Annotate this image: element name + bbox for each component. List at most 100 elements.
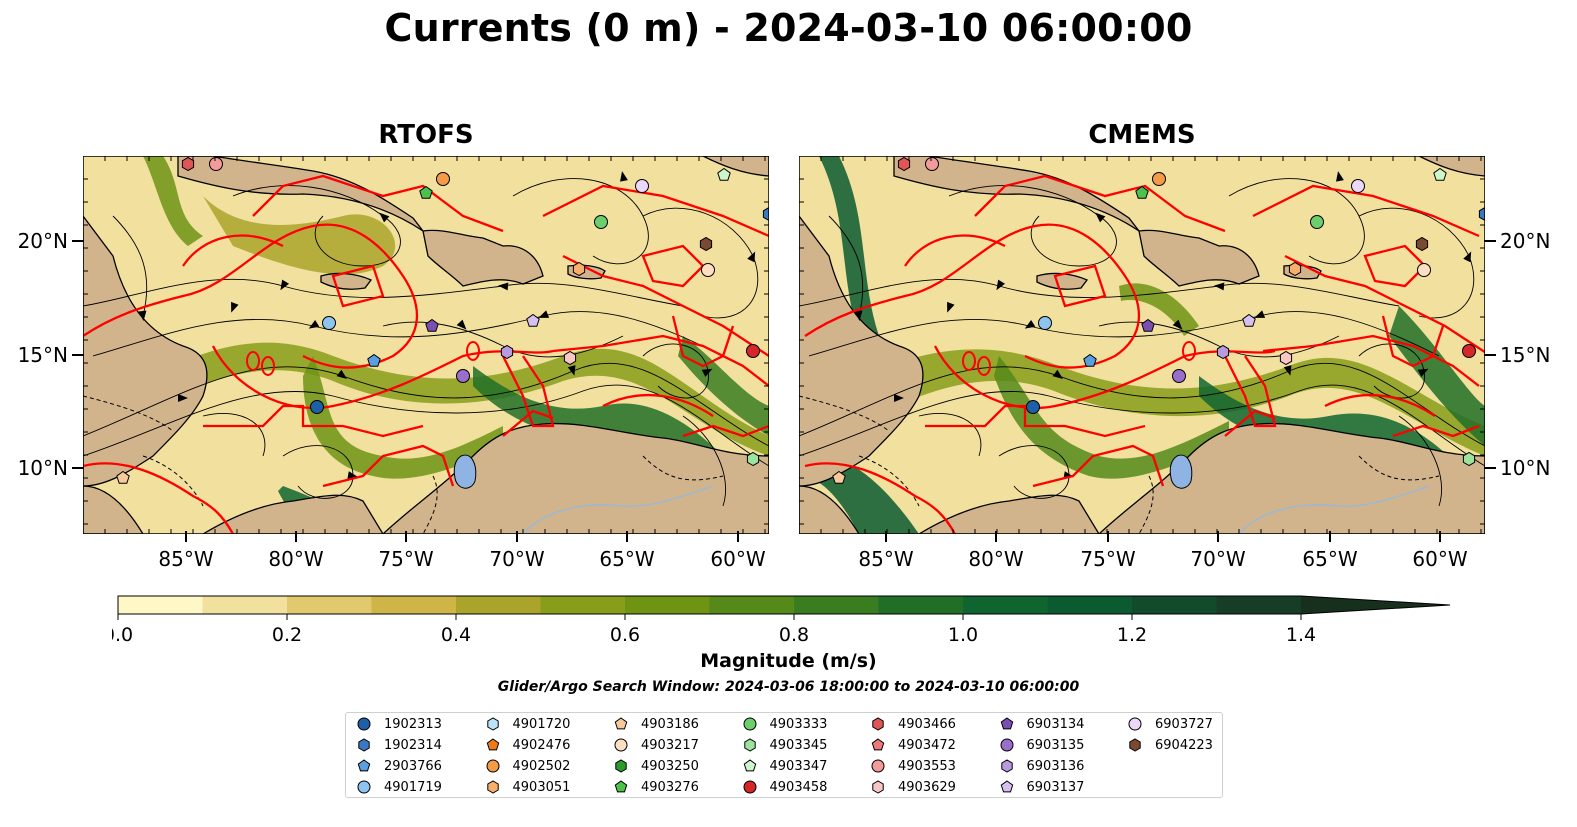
legend-marker-circle-icon — [356, 779, 372, 795]
colorbar-segment — [118, 596, 203, 614]
legend-marker-hexagon-icon — [485, 779, 501, 795]
x-tick-label: 70°W — [1190, 547, 1245, 571]
legend-label: 4903629 — [898, 780, 956, 795]
float-marker-4903333 — [1311, 216, 1324, 229]
legend-label: 4902502 — [513, 759, 571, 774]
colorbar-label: Magnitude (m/s) — [0, 650, 1577, 672]
x-tick-label: 70°W — [489, 547, 544, 571]
x-tick-label: 60°W — [710, 547, 765, 571]
legend-item-6903134: 6903134 — [999, 714, 1085, 734]
float-marker-1902313 — [1027, 401, 1040, 414]
legend-item-4902476: 4902476 — [485, 735, 571, 755]
legend-label: 1902313 — [384, 717, 442, 732]
legend-item-6903137: 6903137 — [999, 777, 1085, 797]
float-marker-4903051 — [1289, 263, 1300, 276]
legend-marker-pentagon-icon — [613, 779, 629, 795]
float-marker-6903135 — [457, 370, 470, 383]
legend-marker-circle-icon — [742, 716, 758, 732]
float-marker-6904223 — [1416, 238, 1427, 251]
legend-label: 6904223 — [1155, 738, 1213, 753]
legend-item-4901720: 4901720 — [485, 714, 571, 734]
colorbar-tick-label: 1.4 — [1286, 624, 1316, 646]
x-tick-label: 65°W — [599, 547, 654, 571]
colorbar-segment — [963, 596, 1048, 614]
float-marker-4903345 — [1463, 453, 1474, 466]
legend-marker-hexagon-icon — [742, 737, 758, 753]
colorbar-tick-label: 1.0 — [948, 624, 978, 646]
x-tick-label: 75°W — [378, 547, 433, 571]
legend-label: 6903727 — [1155, 717, 1213, 732]
legend-marker-hexagon-icon — [356, 737, 372, 753]
float-marker-6903136 — [501, 346, 512, 359]
colorbar-tick-label: 0.2 — [272, 624, 302, 646]
legend-label: 4903217 — [641, 738, 699, 753]
colorbar-tick-label: 0.4 — [441, 624, 471, 646]
colorbar-tick-label: 1.2 — [1117, 624, 1147, 646]
legend-marker-pentagon-icon — [356, 758, 372, 774]
legend-label: 4903466 — [898, 717, 956, 732]
legend-item-4903333: 4903333 — [742, 714, 828, 734]
float-marker-6904223 — [700, 238, 711, 251]
y-tick-label: 15°N — [1500, 343, 1550, 367]
colorbar: 0.0 0.2 0.4 0.6 0.8 1.0 1.2 1.4 — [112, 592, 1457, 652]
search-window-text: Glider/Argo Search Window: 2024-03-06 18… — [0, 679, 1577, 695]
legend-label: 6903136 — [1027, 759, 1085, 774]
legend-marker-circle-icon — [742, 779, 758, 795]
legend-marker-hexagon-icon — [1127, 737, 1143, 753]
legend-marker-hexagon-icon — [485, 716, 501, 732]
legend-label: 4903250 — [641, 759, 699, 774]
legend-label: 6903135 — [1027, 738, 1085, 753]
legend-label: 4903333 — [770, 717, 828, 732]
legend-marker-pentagon-icon — [485, 737, 501, 753]
x-tick-label: 80°W — [968, 547, 1023, 571]
legend-label: 4903553 — [898, 759, 956, 774]
figure-title: Currents (0 m) - 2024-03-10 06:00:00 — [0, 6, 1577, 50]
legend-marker-circle-icon — [485, 758, 501, 774]
legend-item-4903553: 4903553 — [870, 756, 956, 776]
legend-item-4903276: 4903276 — [613, 777, 699, 797]
legend-label: 4901719 — [384, 780, 442, 795]
colorbar-segment — [287, 596, 372, 614]
float-marker-4901719 — [323, 317, 336, 330]
map-panel-rtofs[interactable] — [83, 156, 769, 534]
legend-item-6903727: 6903727 — [1127, 714, 1213, 734]
float-marker-4902502 — [1153, 173, 1166, 186]
legend-marker-circle-icon — [1127, 716, 1143, 732]
float-marker-4903217 — [1418, 264, 1431, 277]
map-panel-cmems[interactable] — [799, 156, 1485, 534]
legend-item-4903051: 4903051 — [485, 777, 571, 797]
colorbar-segment — [456, 596, 541, 614]
colorbar-tick-label: 0.8 — [779, 624, 809, 646]
legend-label: 1902314 — [384, 738, 442, 753]
colorbar-segment — [625, 596, 710, 614]
legend-label: 4903345 — [770, 738, 828, 753]
legend-item-4903472: 4903472 — [870, 735, 956, 755]
legend-label: 4903186 — [641, 717, 699, 732]
y-tick-label: 15°N — [18, 343, 68, 367]
y-tick-label: 10°N — [18, 456, 68, 480]
float-marker-4903553 — [926, 158, 939, 171]
legend-marker-hexagon-icon — [870, 779, 886, 795]
float-marker-4903217 — [702, 264, 715, 277]
float-marker-6903135 — [1173, 370, 1186, 383]
x-tick-label: 60°W — [1412, 547, 1467, 571]
legend-item-4902502: 4902502 — [485, 756, 571, 776]
legend-item-4903250: 4903250 — [613, 756, 699, 776]
legend-item-2903766: 2903766 — [356, 756, 442, 776]
colorbar-segment — [879, 596, 964, 614]
legend-item-6904223: 6904223 — [1127, 735, 1213, 755]
colorbar-segment — [794, 596, 879, 614]
y-tick-label: 10°N — [1500, 456, 1550, 480]
legend-item-4903466: 4903466 — [870, 714, 956, 734]
float-marker-4901719 — [1039, 317, 1052, 330]
colorbar-tick-label: 0.6 — [610, 624, 640, 646]
x-tick-label: 80°W — [268, 547, 323, 571]
legend-item-4901719: 4901719 — [356, 777, 442, 797]
float-marker-4903466 — [898, 158, 909, 171]
legend-item-6903136: 6903136 — [999, 756, 1085, 776]
float-marker-4903333 — [595, 216, 608, 229]
legend-marker-pentagon-icon — [999, 779, 1015, 795]
colorbar-segment — [541, 596, 626, 614]
y-tick-label: 20°N — [18, 229, 68, 253]
colorbar-tick-label: 0.0 — [112, 624, 133, 646]
